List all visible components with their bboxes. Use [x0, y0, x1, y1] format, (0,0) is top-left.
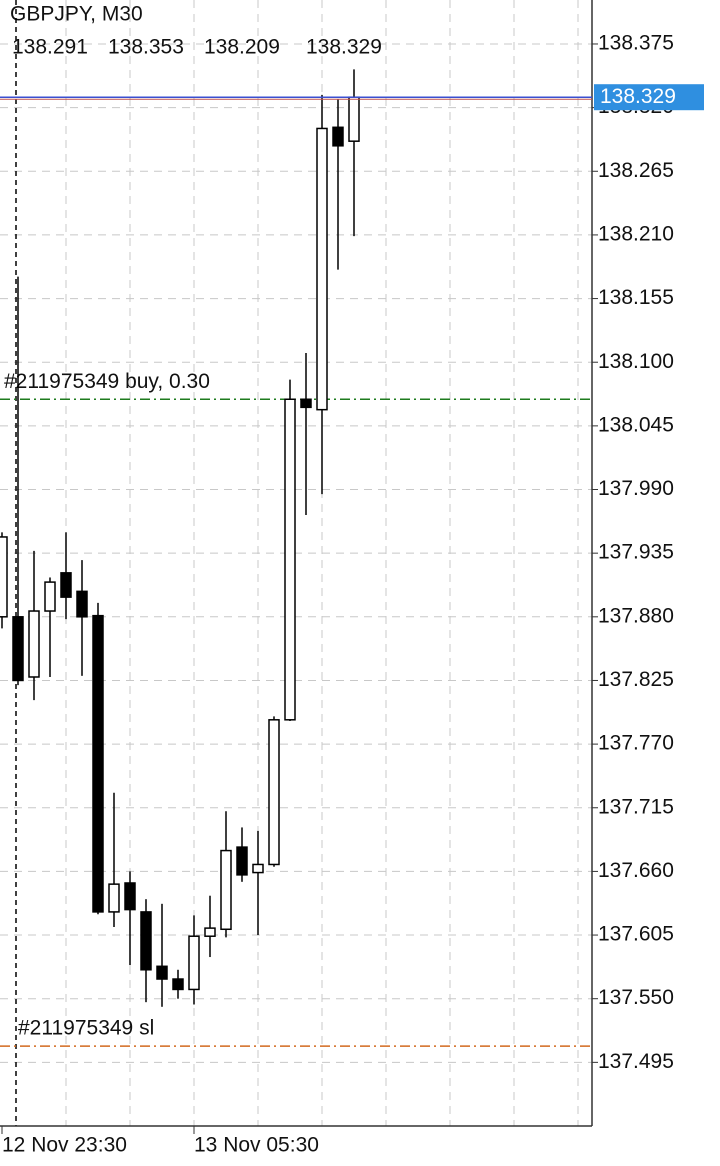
y-tick-label: 137.550 — [598, 986, 674, 1009]
candle-body — [28, 610, 40, 678]
y-tick-label: 137.880 — [598, 604, 674, 627]
y-tick-label: 137.660 — [598, 859, 674, 882]
y-tick-label: 138.100 — [598, 350, 674, 373]
price-label: 138.329 — [600, 85, 676, 108]
order-label: #211975349 sl — [18, 1017, 154, 1040]
candle-body — [348, 96, 360, 142]
ohlc-header: 138.209 — [204, 36, 280, 59]
candle-body — [300, 398, 312, 409]
y-tick-label: 138.155 — [598, 286, 674, 309]
candle-body — [12, 616, 24, 682]
ohlc-header: 138.291 — [12, 36, 88, 59]
x-tick-label: 12 Nov 23:30 — [2, 1134, 127, 1157]
y-tick-label: 137.605 — [598, 923, 674, 946]
candle-body — [92, 614, 104, 913]
y-tick-label: 137.990 — [598, 477, 674, 500]
y-tick-label: 138.045 — [598, 413, 674, 436]
candle-body — [76, 590, 88, 618]
y-tick-label: 138.210 — [598, 222, 674, 245]
y-tick-label: 138.375 — [598, 32, 674, 55]
candle-body — [204, 927, 216, 937]
candle-body — [284, 398, 296, 721]
y-tick-label: 137.825 — [598, 668, 674, 691]
candle-body — [60, 572, 72, 598]
candle-body — [316, 127, 328, 411]
ohlc-header: 138.329 — [306, 36, 382, 59]
ohlc-header: 138.353 — [108, 36, 184, 59]
candle-body — [108, 883, 120, 913]
price-box — [594, 84, 704, 111]
candle-body — [236, 846, 248, 876]
candle-body — [44, 581, 56, 612]
y-tick-label: 137.715 — [598, 795, 674, 818]
x-tick-label: 13 Nov 05:30 — [194, 1134, 319, 1157]
candle-body — [188, 935, 200, 991]
candle-body — [252, 863, 264, 874]
y-tick-label: 137.935 — [598, 541, 674, 564]
candle-body — [268, 719, 280, 866]
y-tick-label: 137.495 — [598, 1050, 674, 1073]
y-tick-label: 138.265 — [598, 159, 674, 182]
candle-body — [124, 882, 136, 911]
order-label: #211975349 buy, 0.30 — [4, 370, 210, 393]
candle-body — [172, 978, 184, 991]
candle-body — [332, 126, 344, 147]
candle-body — [220, 849, 232, 931]
candle-body — [0, 536, 8, 618]
candle-body — [156, 965, 168, 980]
chart-title: GBPJPY, M30 — [10, 3, 143, 26]
y-tick-label: 137.770 — [598, 732, 674, 755]
candle-body — [140, 911, 152, 971]
